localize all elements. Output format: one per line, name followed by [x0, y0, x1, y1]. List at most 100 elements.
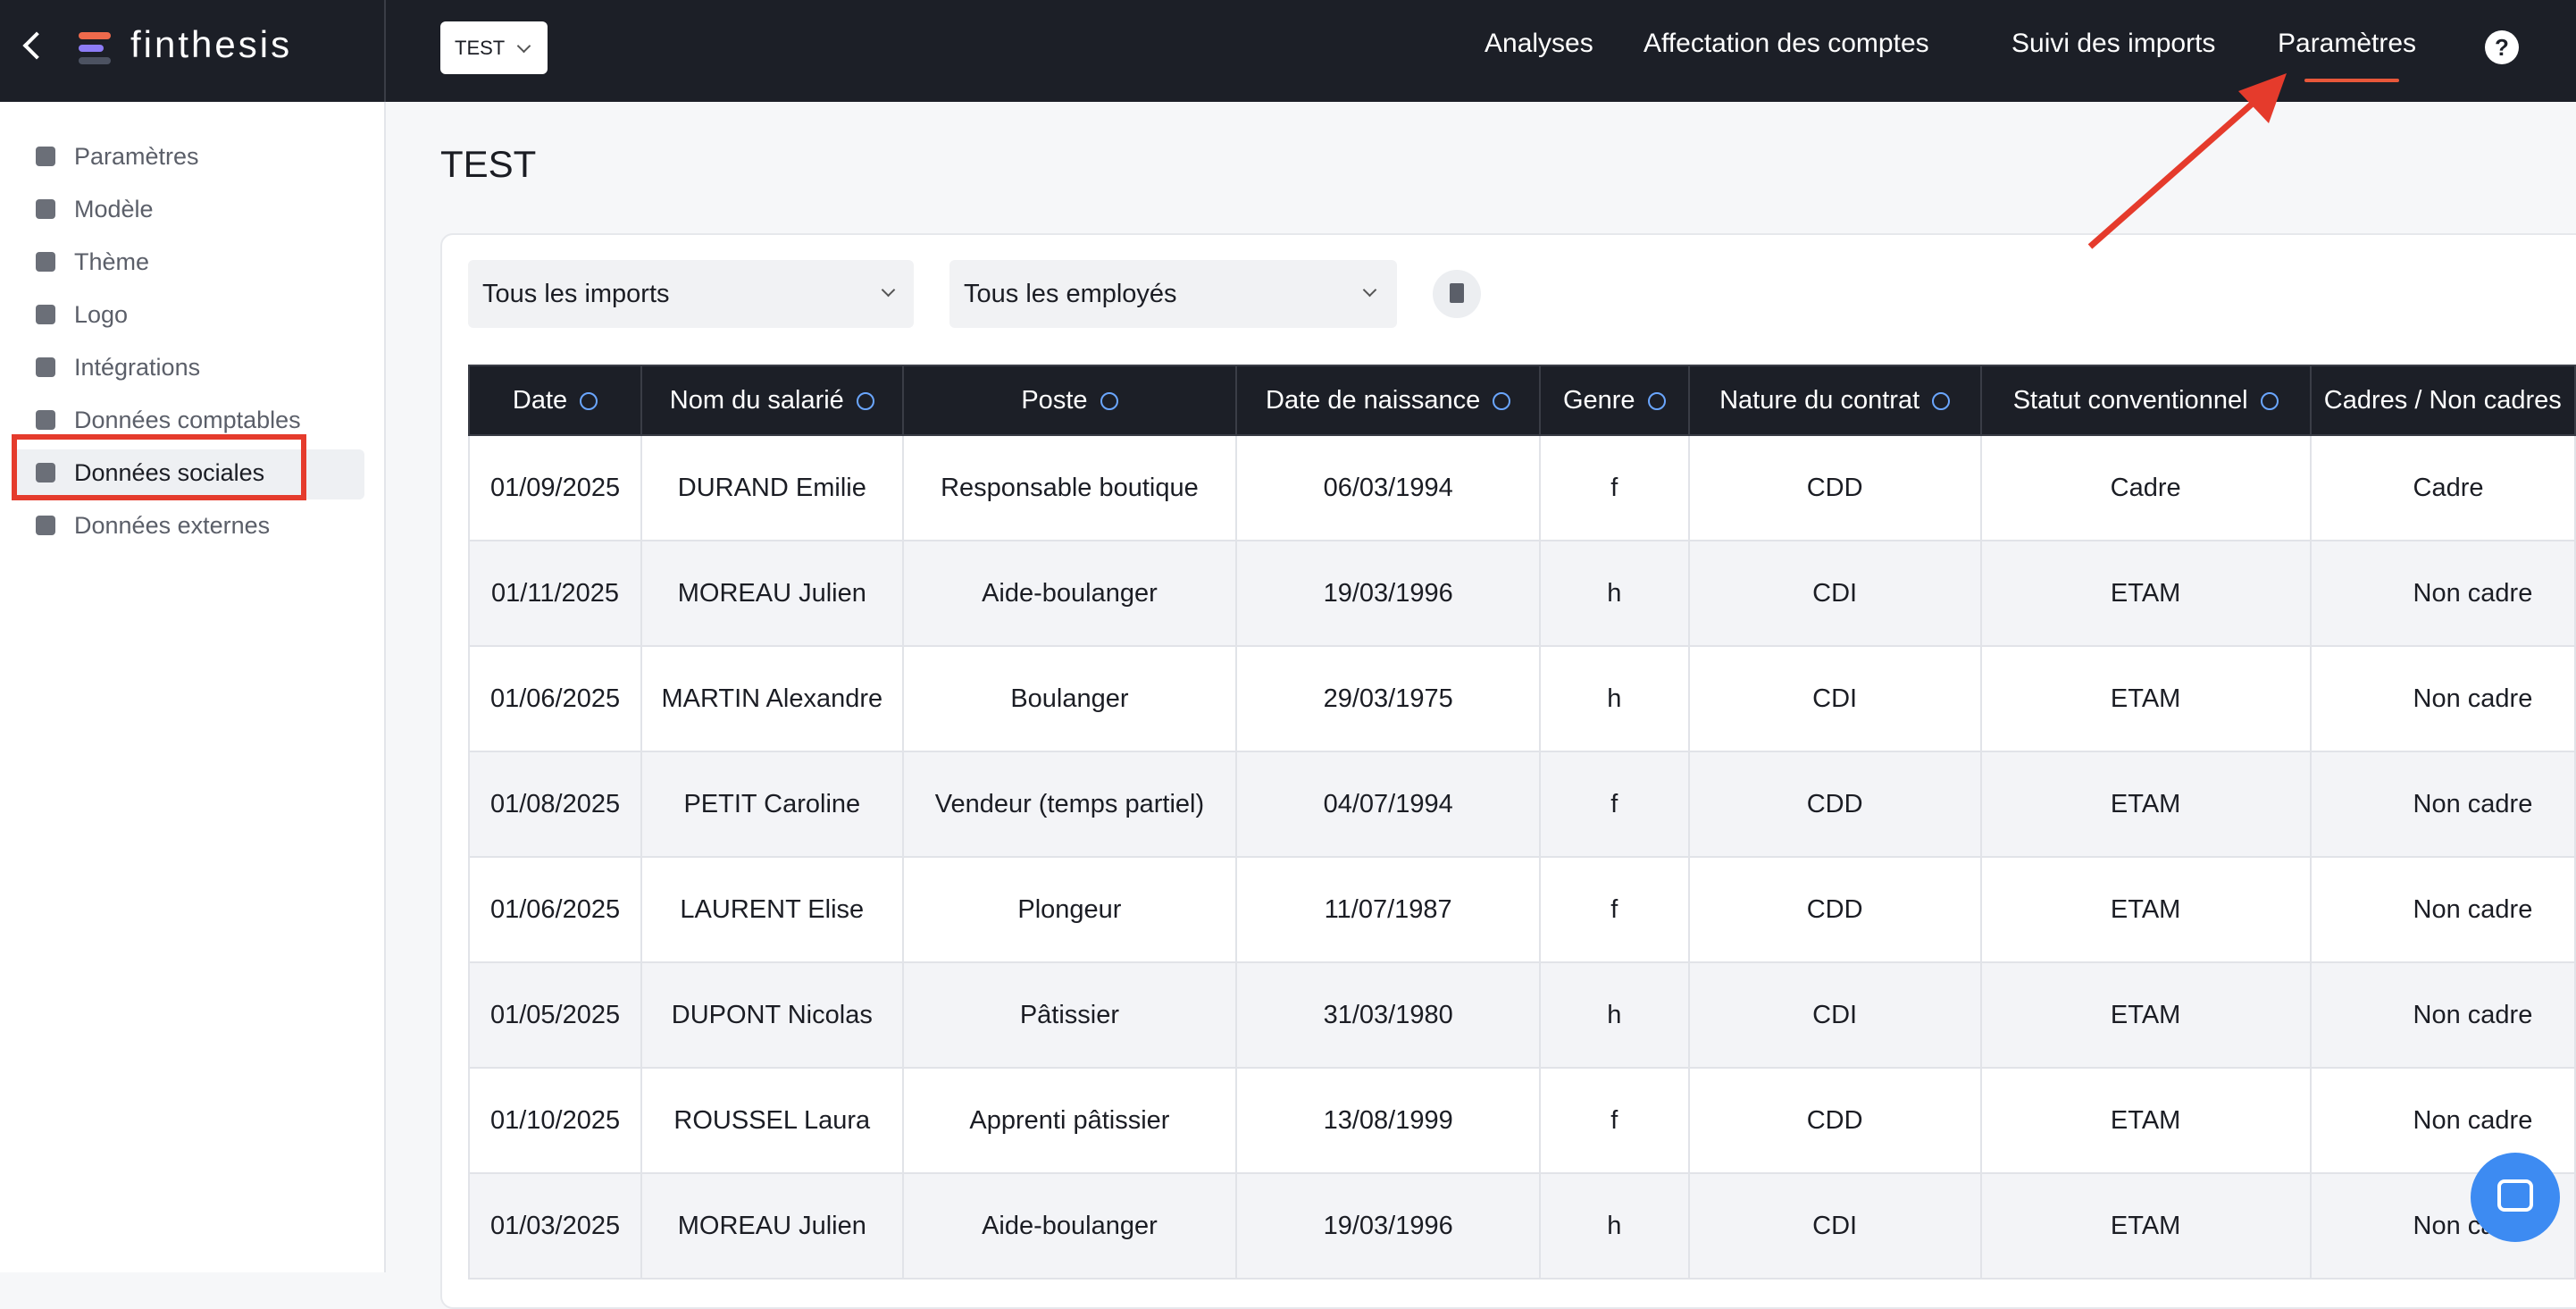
info-icon[interactable] — [856, 391, 874, 410]
brand-zone: finthesis — [0, 0, 386, 102]
logo-bar — [79, 45, 104, 52]
info-icon[interactable] — [1493, 391, 1511, 410]
table-cell: Non cadre — [2309, 961, 2576, 1069]
sidebar-item[interactable]: Données externes — [0, 502, 384, 549]
column-label: Nom du salarié — [669, 385, 844, 415]
nav-link[interactable]: Paramètres — [2278, 29, 2417, 58]
info-icon[interactable] — [1100, 391, 1118, 410]
table-cell: Non cadre — [2309, 751, 2576, 858]
sidebar-label: Logo — [74, 301, 129, 328]
info-icon[interactable] — [2260, 391, 2279, 410]
sidebar-icon — [36, 199, 55, 219]
sidebar-label: Thème — [74, 248, 150, 275]
sidebar-item[interactable]: Données comptables — [0, 397, 384, 443]
employees-filter[interactable]: Tous les employés — [949, 260, 1397, 328]
table-cell: 06/03/1994 — [1235, 434, 1541, 541]
help-button[interactable]: ? — [2485, 30, 2519, 64]
table-cell: Aide-boulanger — [901, 540, 1238, 647]
table-cell: f — [1539, 856, 1690, 963]
nav-link[interactable]: Affectation des comptes — [1643, 29, 1929, 58]
table-cell: 01/05/2025 — [467, 961, 643, 1069]
table-cell: h — [1539, 645, 1690, 752]
sidebar-item[interactable]: Logo — [0, 291, 384, 338]
logo-bar — [79, 32, 111, 39]
table-cell: 01/06/2025 — [467, 645, 643, 752]
column-label: Cadres / Non cadres — [2323, 385, 2562, 415]
sidebar-item[interactable]: Thème — [0, 239, 384, 285]
table-cell: f — [1539, 751, 1690, 858]
table-cell: MOREAU Julien — [640, 1172, 904, 1280]
table-cell: ETAM — [1979, 1067, 2312, 1174]
table-cell: ETAM — [1979, 751, 2312, 858]
table-row: 01/10/2025 ROUSSEL Laura Apprenti pâtissie… — [467, 1067, 2576, 1174]
column-header: Nom du salarié — [640, 365, 904, 436]
logo-bar — [79, 57, 111, 64]
column-label: Statut conventionnel — [2012, 385, 2248, 415]
table-cell: CDD — [1687, 1067, 1982, 1174]
column-label: Genre — [1562, 385, 1635, 415]
sidebar-label: Intégrations — [74, 354, 201, 381]
table-cell: 01/06/2025 — [467, 856, 643, 963]
imports-filter[interactable]: Tous les imports — [468, 260, 914, 328]
column-label: Date de naissance — [1266, 385, 1481, 415]
column-header: Date de naissance — [1235, 365, 1541, 436]
sidebar: Paramètres Modèle Thème Logo Intégrations Don… — [0, 102, 386, 1272]
data-table: Date Nom du salarié Poste Date de naissance… — [467, 365, 2576, 1280]
table-row: 01/11/2025 MOREAU Julien Aide-boulanger 19/… — [467, 540, 2576, 647]
table-row: 01/03/2025 MOREAU Julien Aide-boulanger 19/… — [467, 1172, 2576, 1280]
table-cell: 04/07/1994 — [1235, 751, 1541, 858]
sidebar-icon — [36, 252, 55, 272]
sidebar-icon — [36, 305, 55, 324]
nav-link[interactable]: Suivi des imports — [2011, 29, 2216, 58]
table-cell: CDI — [1687, 961, 1982, 1069]
column-header: Genre — [1539, 365, 1690, 436]
table-cell: DURAND Emilie — [640, 434, 904, 541]
table-cell: 01/09/2025 — [467, 434, 643, 541]
table-cell: Cadre — [2309, 434, 2576, 541]
chat-button[interactable] — [2471, 1153, 2560, 1242]
table-cell: Plongeur — [901, 856, 1238, 963]
table-cell: h — [1539, 1172, 1690, 1280]
table-cell: ETAM — [1979, 961, 2312, 1069]
table-cell: 11/07/1987 — [1235, 856, 1541, 963]
table-row: 01/05/2025 DUPONT Nicolas Pâtissier 31/03/1… — [467, 961, 2576, 1069]
back-button[interactable] — [22, 31, 51, 60]
info-icon[interactable] — [1647, 391, 1666, 410]
table-cell: 01/03/2025 — [467, 1172, 643, 1280]
export-button[interactable] — [1433, 270, 1481, 318]
table-cell: CDI — [1687, 1172, 1982, 1280]
table-cell: f — [1539, 1067, 1690, 1174]
table-cell: ETAM — [1979, 540, 2312, 647]
info-icon[interactable] — [580, 391, 598, 410]
sidebar-label: Données sociales — [74, 459, 265, 486]
info-icon[interactable] — [1932, 391, 1951, 410]
page-title: TEST — [440, 143, 537, 185]
column-label: Poste — [1021, 385, 1088, 415]
workspace-select[interactable]: TEST — [440, 21, 548, 74]
top-bar: finthesis TEST Analyses Affectation des … — [0, 0, 2576, 102]
table-cell: 01/11/2025 — [467, 540, 643, 647]
table-row: 01/09/2025 DURAND Emilie Responsable bouti… — [467, 434, 2576, 541]
sidebar-icon — [36, 410, 55, 430]
sidebar-label: Données comptables — [74, 407, 301, 433]
table-cell: DUPONT Nicolas — [640, 961, 904, 1069]
table-cell: MARTIN Alexandre — [640, 645, 904, 752]
sidebar-item[interactable]: Intégrations — [0, 344, 384, 390]
table-cell: ROUSSEL Laura — [640, 1067, 904, 1174]
table-cell: PETIT Caroline — [640, 751, 904, 858]
table-row: 01/06/2025 LAURENT Elise Plongeur 11/07/198… — [467, 856, 2576, 963]
sidebar-item[interactable]: Modèle — [0, 186, 384, 232]
sidebar-label: Données externes — [74, 512, 271, 539]
table-cell: Non cadre — [2309, 540, 2576, 647]
table-cell: h — [1539, 961, 1690, 1069]
sidebar-label: Paramètres — [74, 143, 199, 170]
table-cell: Pâtissier — [901, 961, 1238, 1069]
sidebar-item[interactable]: Paramètres — [0, 133, 384, 180]
table-cell: CDD — [1687, 434, 1982, 541]
table-cell: 19/03/1996 — [1235, 1172, 1541, 1280]
table-cell: 31/03/1980 — [1235, 961, 1541, 1069]
nav-link[interactable]: Analyses — [1485, 29, 1593, 58]
brand: finthesis — [130, 23, 293, 65]
table-cell: 13/08/1999 — [1235, 1067, 1541, 1174]
